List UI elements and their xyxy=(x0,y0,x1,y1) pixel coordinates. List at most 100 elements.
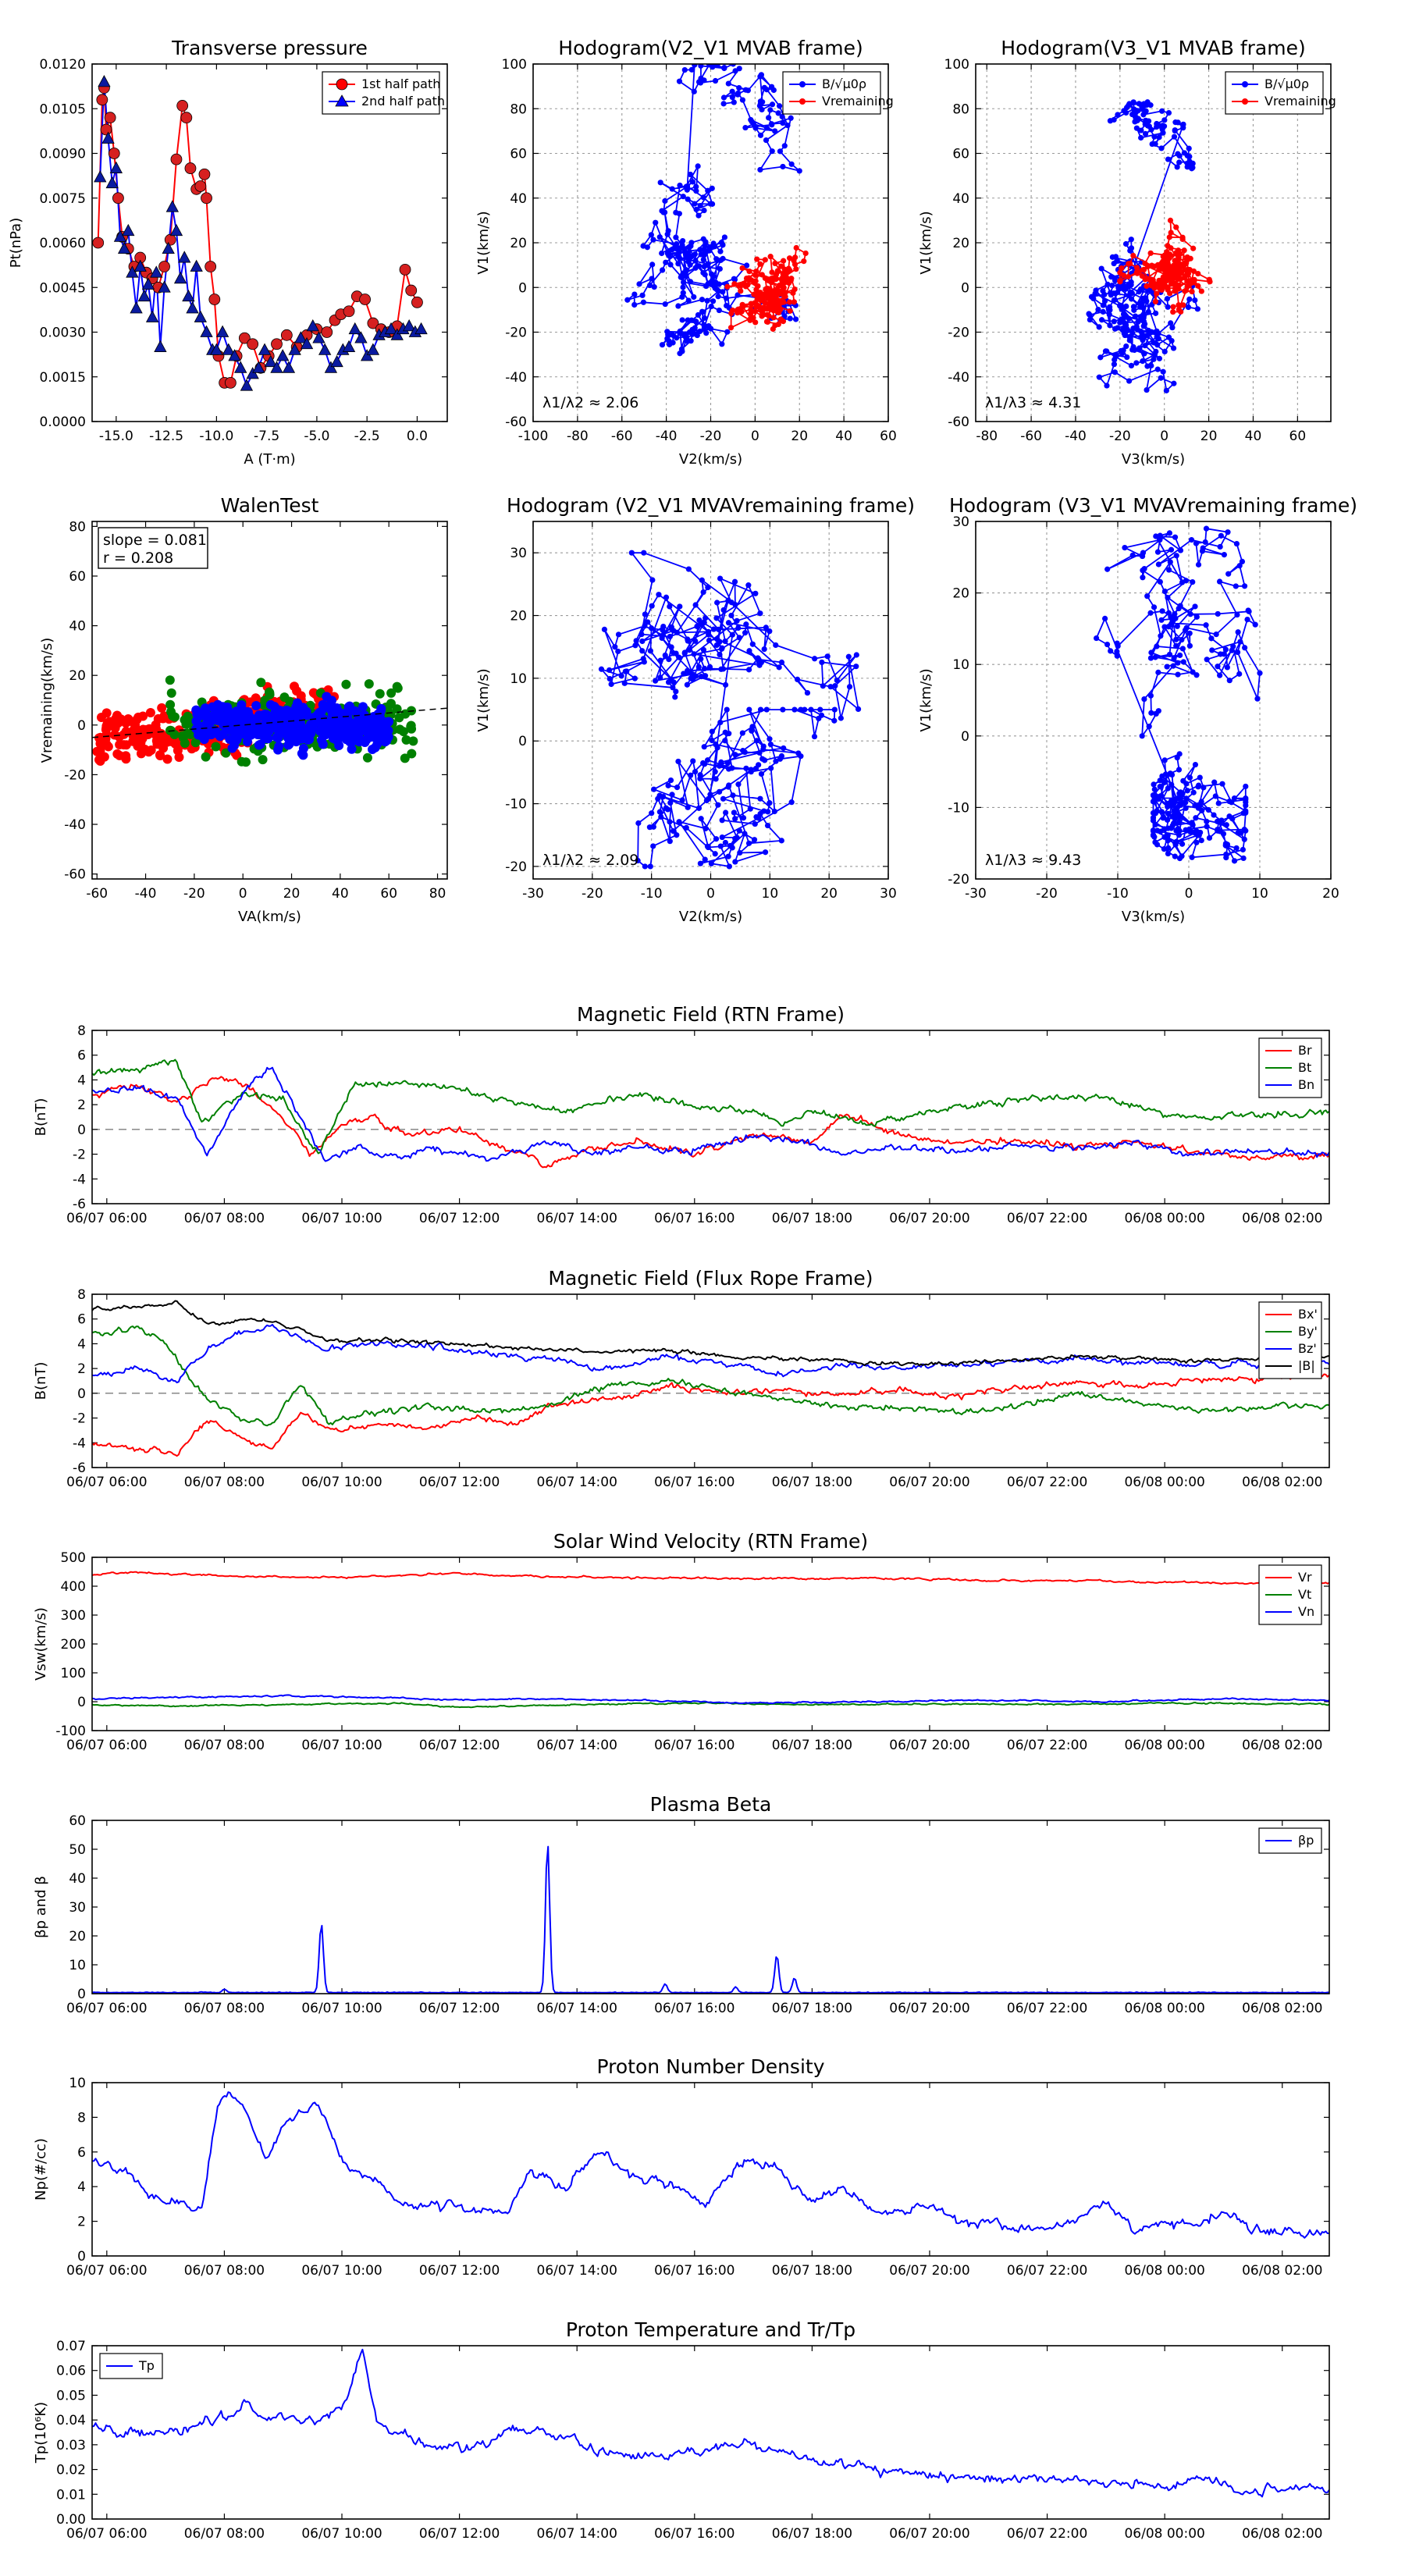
plot-area-h1 xyxy=(624,64,809,357)
point-1st-half xyxy=(238,332,251,344)
hodogram-b-point xyxy=(1141,350,1147,357)
hodogram-point xyxy=(672,694,678,700)
hodogram-v-point xyxy=(793,266,799,272)
point-1st-half xyxy=(280,329,293,341)
walen-point-blue xyxy=(236,725,246,735)
hodogram-point xyxy=(1122,544,1128,551)
hodogram-point xyxy=(628,550,635,556)
walen-point-blue xyxy=(254,710,264,720)
hodogram-point xyxy=(705,844,712,851)
hodogram-point xyxy=(1184,788,1190,794)
hodogram-point xyxy=(681,671,687,677)
hodogram-point xyxy=(817,706,823,713)
walen-point-blue xyxy=(347,744,357,754)
hodogram-point xyxy=(1174,754,1180,761)
x-tick-label: -12.5 xyxy=(149,429,183,444)
hodogram-b-point xyxy=(720,94,727,101)
hodogram-point xyxy=(722,839,728,846)
legend-label-0: Tp xyxy=(138,2358,155,2373)
y-tick-label: 60 xyxy=(69,569,86,585)
hodogram-b-point xyxy=(732,68,738,74)
x-tick-label: -2.5 xyxy=(354,429,380,444)
y-tick-label: -20 xyxy=(505,326,527,341)
plot-area-vsw xyxy=(92,1571,1329,1709)
y-tick-label: -20 xyxy=(948,872,969,888)
hodogram-point xyxy=(1165,850,1172,857)
hodogram-v-point xyxy=(1142,260,1148,267)
axes-frame xyxy=(975,521,1332,880)
hodogram-b-point xyxy=(685,196,691,202)
hodogram-b-point xyxy=(695,79,702,85)
hodogram-point xyxy=(1140,575,1146,581)
hodogram-point xyxy=(1176,856,1183,862)
walen-point-blue xyxy=(325,721,335,731)
hodogram-point xyxy=(1226,678,1232,684)
hodogram-b-point xyxy=(1087,316,1093,323)
legend-marker xyxy=(799,98,806,105)
hodogram-point xyxy=(639,638,646,645)
hodogram-v-point xyxy=(1144,283,1150,290)
hodogram-v-point xyxy=(1143,276,1150,282)
hodogram-b-point xyxy=(1176,153,1183,159)
hodogram-point xyxy=(713,776,719,782)
hodogram-v-point xyxy=(753,269,759,275)
x-tick-label: 06/07 10:00 xyxy=(301,2001,382,2016)
hodogram-point xyxy=(717,788,723,795)
legend-box xyxy=(782,71,881,115)
hodogram-b-point xyxy=(674,240,680,247)
hodogram-point xyxy=(1158,809,1165,815)
hodogram-point xyxy=(1234,611,1240,618)
hodogram-point xyxy=(1174,623,1180,629)
y-axis-label: Vremaining(km/s) xyxy=(39,638,55,763)
hodogram-v-point xyxy=(1171,262,1177,269)
hodogram-b-point xyxy=(1097,354,1104,361)
hodogram-b-point xyxy=(679,274,685,281)
hodogram-point xyxy=(1235,629,1241,635)
hodogram-point xyxy=(719,817,725,824)
walen-point-blue xyxy=(194,711,205,721)
hodogram-point xyxy=(756,749,763,756)
walen-point-red xyxy=(114,731,124,742)
hodogram-b-point xyxy=(780,119,786,126)
x-tick-label: 06/07 22:00 xyxy=(1007,1211,1087,1226)
point-1st-half xyxy=(112,192,124,205)
hodogram-point xyxy=(743,621,749,628)
y-tick-label: 0.0030 xyxy=(40,326,86,341)
y-tick-label: 0.02 xyxy=(56,2463,86,2478)
point-2nd-half xyxy=(182,289,195,302)
hodogram-b-point xyxy=(667,262,674,268)
point-1st-half xyxy=(176,100,189,112)
hodogram-point xyxy=(752,590,759,596)
hodogram-b-point xyxy=(1161,117,1168,123)
hodogram-v-point xyxy=(767,254,774,260)
hodogram-point xyxy=(717,575,724,582)
point-2nd-half xyxy=(306,319,319,332)
hodogram-b-point xyxy=(715,294,721,300)
hodogram-b-point xyxy=(796,168,802,174)
hodogram-point xyxy=(845,653,852,660)
hodogram-point xyxy=(1218,817,1225,824)
y-tick-label: 0.0000 xyxy=(40,415,86,430)
hodogram-point xyxy=(1150,799,1157,805)
hodogram-v-point xyxy=(787,255,793,262)
hodogram-point xyxy=(1160,815,1166,821)
x-tick-label: 06/07 18:00 xyxy=(772,2526,852,2542)
point-2nd-half xyxy=(270,361,283,373)
walen-point-red xyxy=(292,686,302,696)
hodogram-point xyxy=(846,684,853,690)
hodogram-point xyxy=(1152,654,1158,660)
hodogram-point xyxy=(1240,846,1246,853)
walen-point-green xyxy=(392,704,402,714)
walen-point-red xyxy=(101,730,112,740)
x-axis-label: VA(km/s) xyxy=(238,909,301,925)
walen-point-red xyxy=(96,712,106,722)
y-tick-label: 0 xyxy=(77,1987,86,2002)
hodogram-b-point xyxy=(697,247,703,253)
walen-point-green xyxy=(383,707,393,717)
hodogram-b-point xyxy=(1112,277,1119,283)
x-tick-label: 06/07 18:00 xyxy=(772,1738,852,1753)
hodogram-b-point xyxy=(676,78,683,84)
hodogram-point xyxy=(652,678,659,684)
hodogram-point xyxy=(778,753,785,760)
hodogram-point xyxy=(606,676,613,682)
